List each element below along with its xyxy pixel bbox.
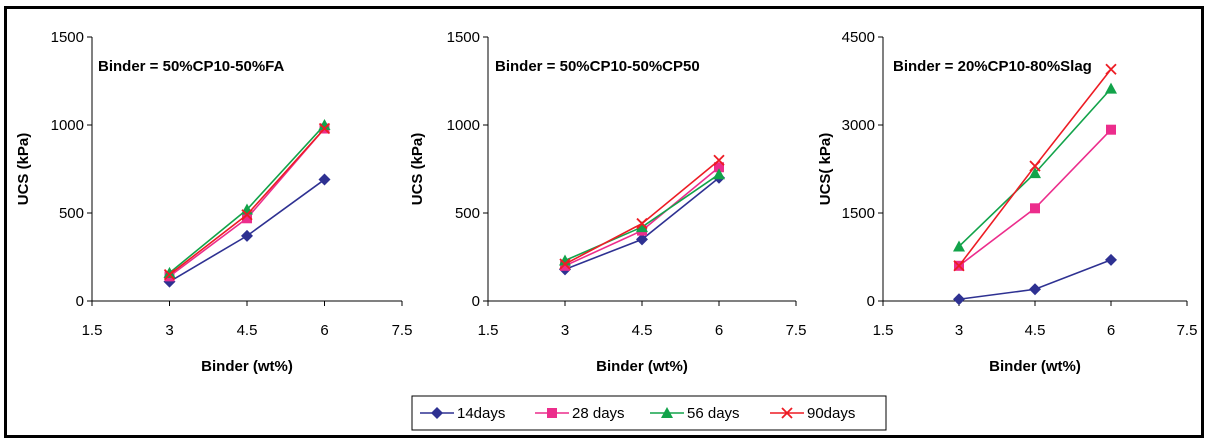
y-tick-label: 3000 — [842, 117, 875, 134]
data-point — [241, 209, 253, 221]
chart-title: Binder = 50%CP10-50%FA — [98, 58, 284, 75]
data-point — [242, 213, 252, 224]
x-tick-label: 1.5 — [873, 322, 894, 339]
data-point — [163, 266, 176, 278]
data-point — [636, 217, 648, 230]
legend-marker — [431, 407, 443, 419]
data-point — [714, 162, 724, 173]
data-point — [318, 173, 331, 186]
y-tick-label: 500 — [59, 205, 84, 222]
data-point — [318, 119, 331, 130]
y-tick-label: 1000 — [51, 117, 84, 134]
x-axis-title: Binder (wt%) — [596, 358, 688, 375]
x-axis-title: Binder (wt%) — [201, 358, 293, 375]
legend-marker — [781, 407, 793, 419]
legend-label: 14days — [457, 405, 505, 422]
x-tick-label: 6 — [715, 322, 723, 339]
x-axis-title: Binder (wt%) — [989, 358, 1081, 375]
x-tick-label: 7.5 — [786, 322, 807, 339]
y-tick-label: 4500 — [842, 29, 875, 46]
y-tick-label: 1500 — [842, 205, 875, 222]
y-tick-label: 0 — [76, 293, 84, 310]
y-axis-title: UCS (kPa) — [409, 133, 426, 206]
y-tick-label: 1000 — [447, 117, 480, 134]
x-tick-label: 3 — [955, 322, 963, 339]
data-point — [1030, 203, 1040, 214]
figure-frame — [4, 6, 1204, 438]
chart-title: Binder = 50%CP10-50%CP50 — [495, 58, 700, 75]
y-tick-label: 1500 — [447, 29, 480, 46]
series-line — [564, 159, 720, 265]
chart-title: Binder = 20%CP10-80%Slag — [893, 58, 1092, 75]
data-point — [1029, 283, 1041, 296]
y-tick-label: 0 — [472, 293, 480, 310]
data-point — [318, 122, 331, 135]
data-point — [953, 240, 965, 252]
data-point — [1029, 160, 1041, 172]
series-line — [958, 129, 1112, 267]
data-point — [1029, 167, 1041, 179]
data-point — [559, 258, 571, 270]
data-point — [713, 154, 725, 166]
data-point — [953, 293, 965, 306]
x-tick-label: 3 — [165, 322, 173, 339]
x-tick-label: 7.5 — [1177, 322, 1198, 339]
data-point — [713, 168, 725, 180]
y-tick-label: 0 — [867, 293, 875, 310]
x-tick-label: 6 — [320, 322, 328, 339]
x-tick-label: 4.5 — [632, 322, 653, 339]
x-tick-label: 6 — [1107, 322, 1115, 339]
data-point — [241, 229, 253, 242]
legend-marker — [547, 408, 557, 418]
legend-label: 90days — [807, 405, 855, 422]
legend-label: 56 days — [687, 405, 740, 422]
data-point — [953, 260, 965, 272]
data-point — [1105, 63, 1117, 75]
data-point — [560, 260, 570, 271]
x-tick-label: 4.5 — [237, 322, 258, 339]
x-tick-label: 1.5 — [478, 322, 499, 339]
x-tick-label: 1.5 — [82, 322, 103, 339]
x-tick-label: 4.5 — [1025, 322, 1046, 339]
series-line — [168, 124, 326, 274]
data-point — [636, 233, 648, 246]
x-tick-label: 3 — [561, 322, 569, 339]
y-tick-label: 1500 — [51, 29, 84, 46]
data-point — [163, 268, 176, 281]
legend-label: 28 days — [572, 405, 625, 422]
y-axis-title: UCS( kPa) — [817, 133, 834, 206]
y-tick-label: 500 — [455, 205, 480, 222]
data-point — [636, 221, 648, 233]
data-point — [1105, 253, 1117, 266]
y-axis-title: UCS (kPa) — [15, 133, 32, 206]
legend-box — [411, 395, 887, 431]
data-point — [1105, 82, 1117, 94]
legend-marker — [661, 407, 673, 418]
x-tick-label: 7.5 — [392, 322, 413, 339]
data-point — [1106, 124, 1116, 135]
